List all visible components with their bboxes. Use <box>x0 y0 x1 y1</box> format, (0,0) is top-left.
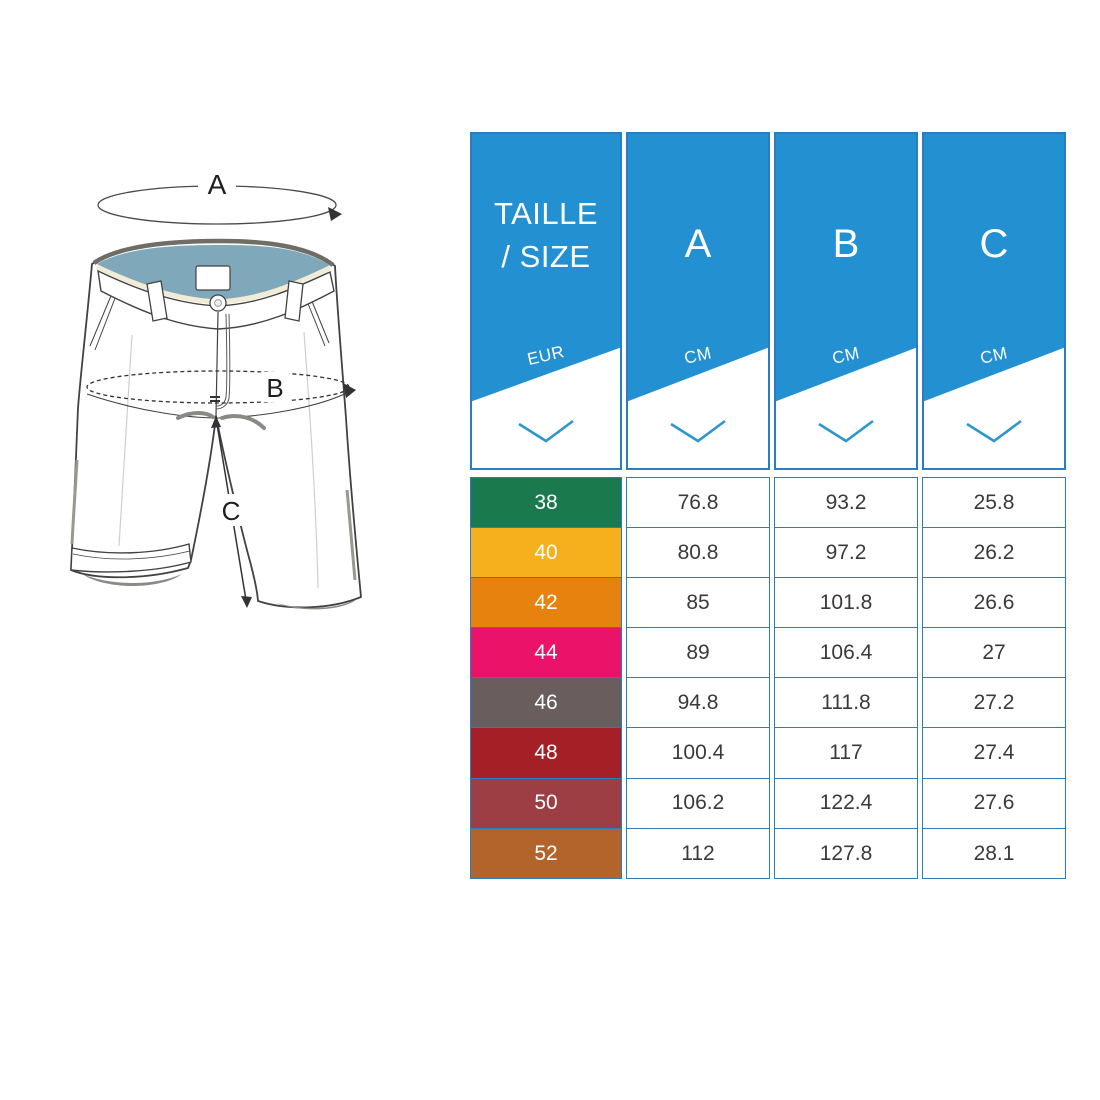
header-background <box>924 134 1064 402</box>
value-cell: 97.2 <box>774 527 918 579</box>
value-cell: 93.2 <box>774 477 918 529</box>
value-cell: 26.2 <box>922 527 1066 579</box>
fly-seam <box>216 313 228 407</box>
value-cell: 80.8 <box>626 527 770 579</box>
size-column-header: TAILLE / SIZE EUR <box>470 132 622 470</box>
arrowhead <box>328 207 342 221</box>
chevron-down-icon <box>518 419 574 443</box>
center-seam <box>215 311 219 417</box>
value-cell: 26.6 <box>922 577 1066 629</box>
value-cell: 25.8 <box>922 477 1066 529</box>
hip-contour <box>86 391 350 419</box>
size-cell: 44 <box>470 627 622 679</box>
cuff <box>70 543 192 573</box>
value-cell: 27.2 <box>922 677 1066 730</box>
measure-column-a: A CM 76.8 80.8 85 89 94.8 100.4 106.2 11… <box>626 132 770 880</box>
value-cell: 122.4 <box>774 777 918 830</box>
value-cell: 94.8 <box>626 677 770 730</box>
value-cell: 89 <box>626 627 770 679</box>
size-cell: 48 <box>470 727 622 780</box>
size-cell: 52 <box>470 827 622 880</box>
column-a-label: A <box>684 222 712 266</box>
size-column: TAILLE / SIZE EUR 38 40 42 44 46 48 50 5… <box>470 132 622 880</box>
column-b-cells: 93.2 97.2 101.8 106.4 111.8 117 122.4 12… <box>774 477 918 880</box>
value-cell: 101.8 <box>774 577 918 629</box>
column-c-header: C CM <box>922 132 1066 470</box>
size-cell: 46 <box>470 677 622 730</box>
column-b-label: B <box>832 222 860 266</box>
size-cell: 40 <box>470 527 622 579</box>
arrowhead <box>211 416 221 428</box>
pocket-line <box>89 290 118 351</box>
size-title-line1: TAILLE <box>493 196 599 231</box>
value-cell: 127.8 <box>774 827 918 880</box>
chevron-down-icon <box>966 419 1022 443</box>
waist-rim <box>92 238 335 267</box>
arrowhead <box>241 596 252 608</box>
hem-shadow <box>82 574 182 587</box>
value-cell: 111.8 <box>774 677 918 730</box>
measure-label-a: A <box>208 169 227 200</box>
value-cell: 27.4 <box>922 727 1066 780</box>
size-cell: 38 <box>470 477 622 529</box>
size-cell: 42 <box>470 577 622 629</box>
header-background <box>472 134 620 402</box>
hem-shadow <box>276 599 357 610</box>
arrowhead <box>343 383 356 398</box>
label-backing <box>217 494 245 526</box>
column-a-cells: 76.8 80.8 85 89 94.8 100.4 106.2 112 <box>626 477 770 880</box>
column-a-header: A CM <box>626 132 770 470</box>
value-cell: 27.6 <box>922 777 1066 830</box>
shading <box>70 459 79 545</box>
crease-line <box>118 334 133 547</box>
measure-label-c: C <box>222 496 241 526</box>
value-cell: 76.8 <box>626 477 770 529</box>
drawstring <box>220 414 266 430</box>
fly-seam <box>215 313 231 410</box>
column-b-header: B CM <box>774 132 918 470</box>
label-backing <box>261 372 289 402</box>
size-cell: 50 <box>470 777 622 830</box>
value-cell: 28.1 <box>922 827 1066 880</box>
measure-column-b: B CM 93.2 97.2 101.8 106.4 111.8 117 122… <box>774 132 918 880</box>
header-background <box>776 134 916 402</box>
value-cell: 27 <box>922 627 1066 679</box>
column-c-label: C <box>979 222 1009 266</box>
shading <box>345 489 357 581</box>
value-cell: 100.4 <box>626 727 770 780</box>
value-cell: 117 <box>774 727 918 780</box>
crease-line <box>303 331 319 589</box>
shorts-measurement-diagram: A B C <box>70 168 362 610</box>
belt-loop <box>146 280 168 322</box>
label-backing <box>198 168 236 200</box>
header-background <box>628 134 768 402</box>
size-title-line2: / SIZE <box>501 239 591 274</box>
measure-label-b: B <box>266 373 283 403</box>
measure-column-c: C CM 25.8 26.2 26.6 27 27.2 27.4 27.6 28… <box>922 132 1066 880</box>
belt-loop <box>284 280 304 322</box>
value-cell: 106.2 <box>626 777 770 830</box>
back-tab <box>195 265 231 291</box>
value-cell: 85 <box>626 577 770 629</box>
size-cells: 38 40 42 44 46 48 50 52 <box>470 477 622 880</box>
value-cell: 106.4 <box>774 627 918 679</box>
chevron-down-icon <box>670 419 726 443</box>
drawstring <box>176 411 215 420</box>
chevron-down-icon <box>818 419 874 443</box>
bar-tack <box>210 396 220 402</box>
size-table: TAILLE / SIZE EUR 38 40 42 44 46 48 50 5… <box>470 132 1066 880</box>
value-cell: 112 <box>626 827 770 880</box>
button-center <box>214 299 222 307</box>
cuff-fold <box>72 550 191 560</box>
column-c-cells: 25.8 26.2 26.6 27 27.2 27.4 27.6 28.1 <box>922 477 1066 880</box>
